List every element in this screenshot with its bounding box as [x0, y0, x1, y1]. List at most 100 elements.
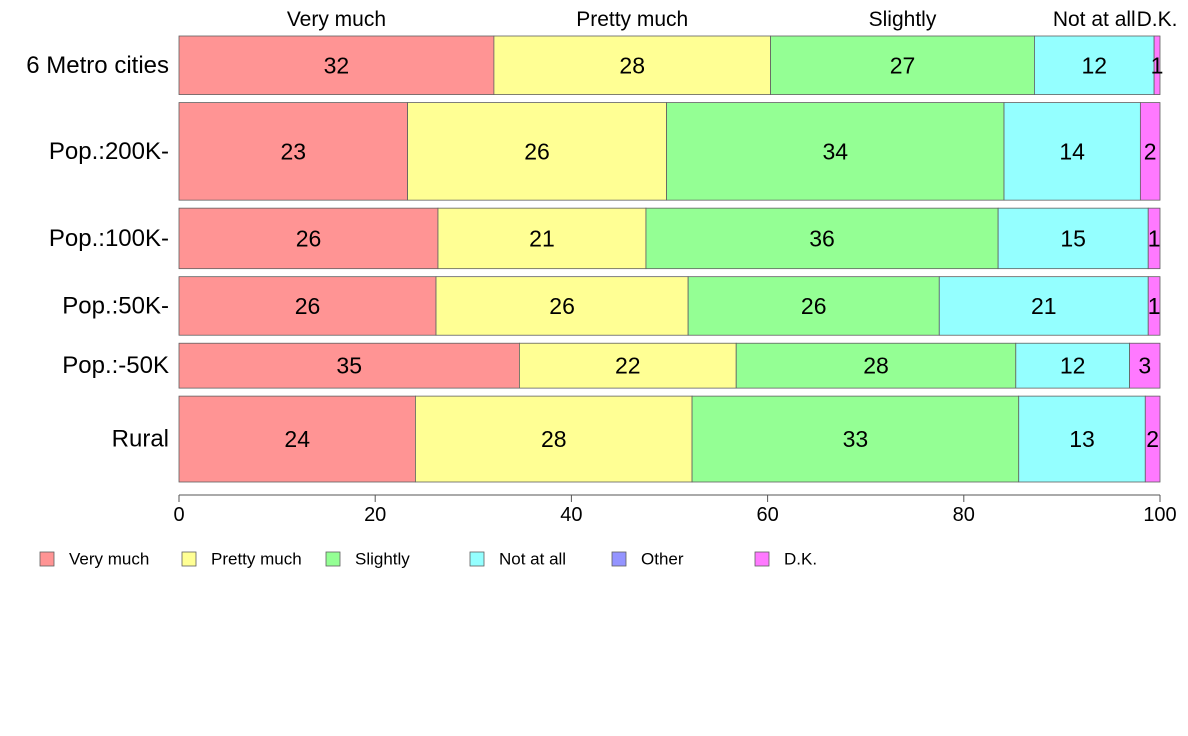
- value-label: 12: [1081, 52, 1107, 78]
- bar-segment: [687, 276, 940, 336]
- bar-segment: [770, 35, 1035, 95]
- legend-item: Other: [611, 550, 684, 569]
- bar-row: Pop.:-50K 35 22 28 12 3: [62, 342, 1161, 389]
- value-label: 36: [809, 225, 835, 251]
- legend-item: Pretty much: [181, 550, 302, 569]
- bar-segment: [1139, 102, 1161, 201]
- value-label: 2: [1144, 138, 1157, 164]
- legend-label: Slightly: [355, 550, 410, 569]
- value-label: 28: [863, 353, 889, 379]
- column-header-label: Pretty much: [576, 8, 688, 31]
- value-label: 26: [296, 225, 322, 251]
- legend-item: Not at all: [469, 550, 566, 569]
- bar-row: Pop.:200K- 23 26 34 14 2: [49, 102, 1161, 201]
- value-label: 1: [1148, 225, 1161, 251]
- legend-swatch: [469, 551, 485, 567]
- bar-segment: [938, 276, 1149, 336]
- column-header-label: Slightly: [869, 8, 937, 31]
- bar-segment: [407, 102, 667, 201]
- legend-label: Pretty much: [211, 550, 302, 569]
- legend-item: D.K.: [754, 550, 817, 569]
- value-label: 26: [295, 293, 321, 319]
- bar-row: Pop.:50K- 26 26 26 21 1: [62, 276, 1161, 336]
- value-label: 13: [1069, 426, 1095, 452]
- legend-swatch: [754, 551, 770, 567]
- value-label: 33: [843, 426, 869, 452]
- value-label: 35: [336, 353, 362, 379]
- legend-swatch: [325, 551, 341, 567]
- column-header-label: Very much: [287, 8, 386, 31]
- category-label: Pop.:200K-: [49, 138, 169, 165]
- bar-segment: [1018, 395, 1146, 483]
- legend-item: Very much: [39, 550, 149, 569]
- x-axis: 0 20 40 60 80 100: [173, 494, 1177, 526]
- bar-segment: [1034, 35, 1155, 95]
- category-label: Pop.:100K-: [49, 225, 169, 252]
- column-header-label: D.K.: [1137, 8, 1178, 31]
- bar-segment: [645, 207, 999, 270]
- bar-segment: [178, 342, 520, 389]
- bar-segment: [1147, 207, 1161, 270]
- category-label: Rural: [112, 426, 169, 453]
- value-label: 32: [324, 52, 350, 78]
- value-label: 1: [1148, 293, 1161, 319]
- bar-segment: [178, 395, 416, 483]
- bar-segment: [691, 395, 1020, 483]
- legend-item: Slightly: [325, 550, 410, 569]
- bar-segment: [1003, 102, 1141, 201]
- bar-segment: [178, 102, 408, 201]
- legend: Very much Pretty much Slightly Not at all Ot…: [39, 550, 817, 569]
- bar-segment: [178, 276, 437, 336]
- category-label: Pop.:50K-: [62, 292, 169, 319]
- legend-label: D.K.: [784, 550, 817, 569]
- bar-segment: [666, 102, 1005, 201]
- legend-swatch: [181, 551, 197, 567]
- bar-segment: [735, 342, 1017, 389]
- value-label: 1: [1151, 52, 1164, 78]
- value-label: 14: [1059, 138, 1085, 164]
- category-label: 6 Metro cities: [26, 52, 169, 79]
- column-header-label: Not at all: [1053, 8, 1136, 31]
- value-label: 26: [549, 293, 575, 319]
- value-label: 27: [890, 52, 916, 78]
- value-label: 12: [1060, 353, 1086, 379]
- bar-segment: [997, 207, 1149, 270]
- x-tick-label: 60: [756, 504, 778, 526]
- value-label: 26: [801, 293, 827, 319]
- bar-row: Rural 24 28 33 13 2: [112, 395, 1161, 483]
- bar-segment: [178, 207, 439, 270]
- legend-label: Other: [641, 550, 684, 569]
- legend-swatch: [39, 551, 55, 567]
- value-label: 24: [284, 426, 310, 452]
- value-label: 28: [619, 52, 645, 78]
- x-tick-label: 80: [953, 504, 975, 526]
- bar-segment: [1129, 342, 1161, 389]
- legend-label: Not at all: [499, 550, 566, 569]
- value-label: 22: [615, 353, 641, 379]
- value-label: 3: [1138, 353, 1151, 379]
- bar-segment: [493, 35, 771, 95]
- value-label: 15: [1060, 225, 1086, 251]
- x-tick-label: 20: [364, 504, 386, 526]
- bar-segment: [415, 395, 693, 483]
- legend-swatch: [611, 551, 627, 567]
- category-label: Pop.:-50K: [62, 352, 169, 379]
- bar-segment: [1144, 395, 1161, 483]
- bar-row: Pop.:100K- 26 21 36 15 1: [49, 207, 1161, 270]
- bar-segment: [1015, 342, 1130, 389]
- x-tick-label: 40: [560, 504, 582, 526]
- bar-segment: [1147, 276, 1161, 336]
- bar-segment: [178, 35, 495, 95]
- x-tick-label: 100: [1143, 504, 1176, 526]
- column-header-labels: Very much Pretty much Slightly Not at all D.…: [287, 8, 1178, 31]
- bar-segment: [437, 207, 647, 270]
- bar-row: 6 Metro cities 32 28 27 12 1: [26, 35, 1164, 95]
- value-label: 21: [1031, 293, 1057, 319]
- value-label: 21: [529, 225, 555, 251]
- bar-segment: [1153, 35, 1161, 95]
- value-label: 26: [524, 138, 550, 164]
- value-label: 23: [280, 138, 306, 164]
- value-label: 2: [1146, 426, 1159, 452]
